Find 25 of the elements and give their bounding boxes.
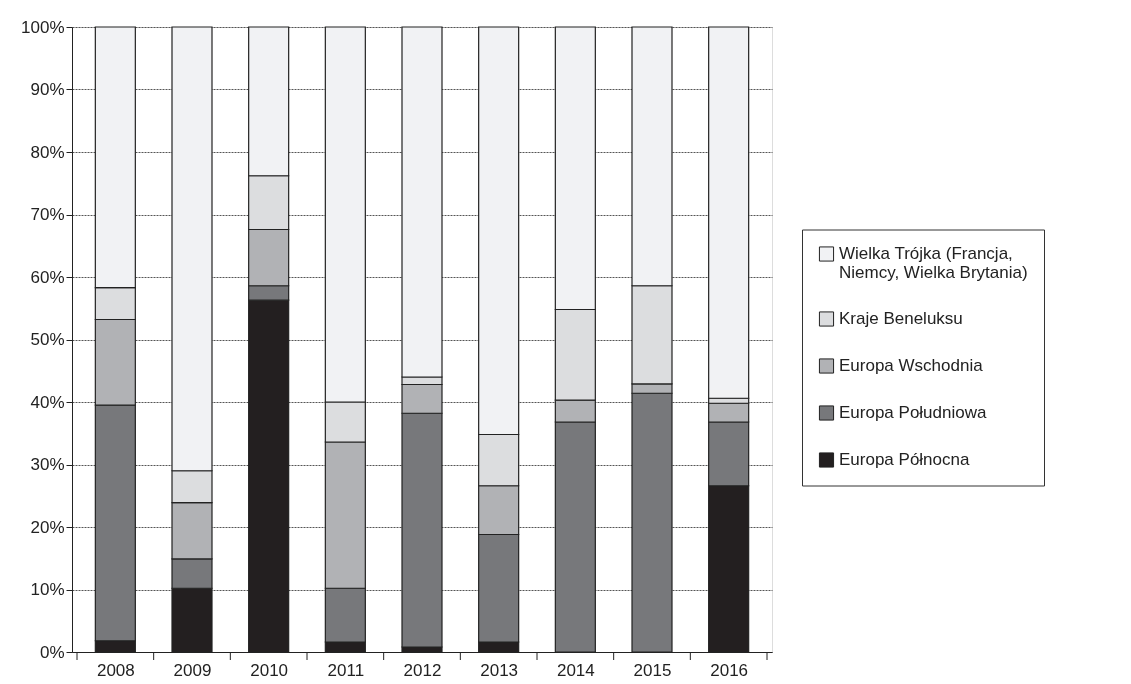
x-tick-label: 2016 xyxy=(710,660,749,680)
legend-label: Europa Południowa xyxy=(839,403,987,422)
legend-label: Europa Wschodnia xyxy=(839,356,984,375)
x-tick-label: 2008 xyxy=(96,660,135,680)
legend-label: Europa Północna xyxy=(839,450,970,469)
y-tick-label: 80% xyxy=(30,142,65,162)
y-tick-label: 20% xyxy=(30,517,65,537)
x-tick-label: 2009 xyxy=(173,660,212,680)
x-tick-label: 2012 xyxy=(403,660,442,680)
y-tick-label: 40% xyxy=(30,392,65,412)
y-tick-label: 0% xyxy=(39,642,65,662)
y-tick-label: 60% xyxy=(30,267,65,287)
x-tick-label: 2015 xyxy=(633,660,672,680)
legend-label: Kraje Beneluksu xyxy=(839,309,963,328)
y-tick-label: 30% xyxy=(30,455,65,474)
x-tick-label: 2014 xyxy=(556,660,595,680)
y-tick-label: 100% xyxy=(21,17,65,37)
x-tick-label: 2011 xyxy=(327,660,365,680)
x-tick-label: 2010 xyxy=(250,660,289,680)
x-tick-label: 2013 xyxy=(480,660,519,680)
y-tick-label: 70% xyxy=(30,205,65,224)
y-tick-label: 10% xyxy=(30,580,65,599)
y-tick-label: 90% xyxy=(30,80,65,99)
legend-label: Wielka Trójka (Francja, Niemcy, Wielka Brytania) xyxy=(839,244,1028,282)
y-tick-label: 50% xyxy=(30,330,65,349)
